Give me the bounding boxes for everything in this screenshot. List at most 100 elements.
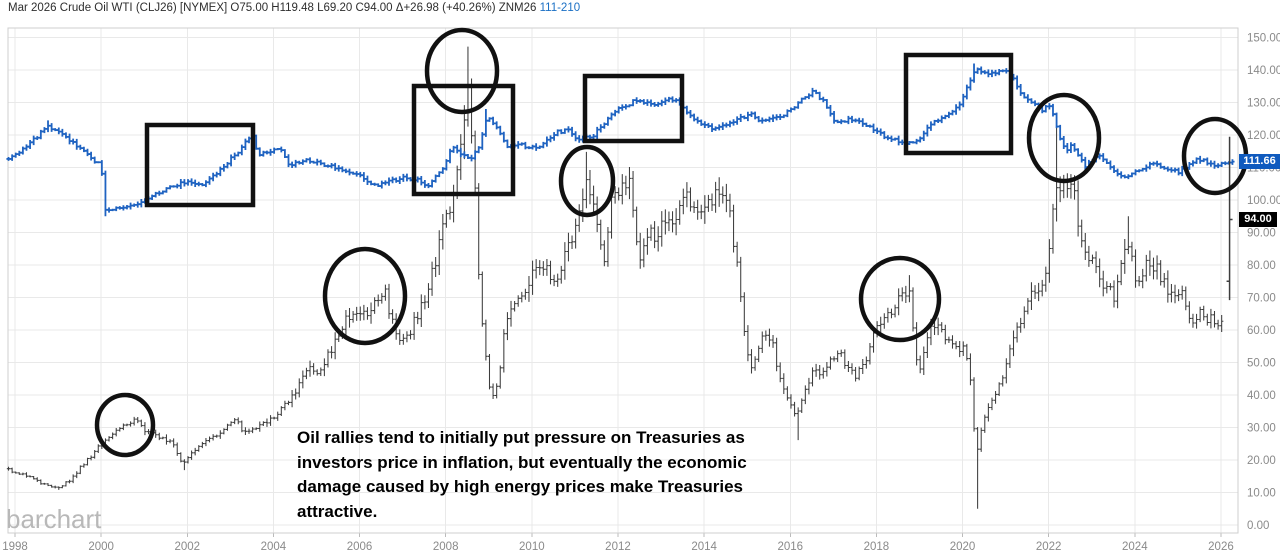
ohlc-bar [1126, 216, 1131, 255]
ohlc-bar [361, 172, 366, 182]
ohlc-bar [875, 127, 880, 134]
ohlc-bar [386, 177, 392, 186]
overlay-symbol-quote[interactable]: 111-210 [539, 2, 581, 14]
ohlc-bar [702, 121, 707, 128]
ohlc-bar [150, 194, 155, 200]
ohlc-bar [283, 400, 287, 411]
ohlc-bar [368, 180, 374, 186]
ohlc-bar [979, 66, 984, 75]
ohlc-bar [975, 426, 980, 509]
ohlc-bar [961, 93, 966, 108]
x-axis-label: 2026 [1208, 541, 1234, 553]
ohlc-bar [42, 482, 47, 485]
ohlc-bar [1054, 112, 1059, 129]
ohlc-bar [57, 486, 61, 490]
ohlc-bar [1198, 306, 1202, 323]
ohlc-bar [441, 213, 445, 250]
ohlc-bar [742, 292, 747, 336]
ohlc-bar [1026, 297, 1030, 315]
ohlc-bar [279, 406, 284, 416]
ohlc-bar [347, 168, 352, 176]
ohlc-bar [1173, 284, 1177, 304]
ohlc-bar [975, 67, 980, 74]
ohlc-bar [1015, 322, 1019, 343]
ohlc-bar [566, 126, 571, 133]
ohlc-bar [678, 200, 682, 225]
ohlc-bar [282, 149, 288, 159]
ohlc-bar [606, 226, 610, 267]
ohlc-bar [78, 144, 83, 150]
ohlc-bar [35, 136, 40, 141]
ohlc-bar [889, 135, 894, 143]
ohlc-bar [175, 442, 179, 456]
ohlc-bar [964, 84, 969, 100]
ohlc-bar [918, 355, 922, 374]
ohlc-bar [279, 146, 284, 153]
ohlc-bar [1044, 266, 1048, 292]
ohlc-bar [642, 238, 646, 268]
ohlc-bar [494, 383, 499, 399]
ohlc-bar [932, 119, 937, 126]
ohlc-bar [692, 201, 696, 213]
ohlc-bar [121, 423, 126, 431]
ohlc-bar [563, 242, 567, 280]
ohlc-bar [1115, 168, 1120, 177]
ohlc-bar [1018, 83, 1023, 96]
ohlc-bar [656, 226, 660, 252]
ohlc-bar [616, 106, 621, 114]
ohlc-bar [1119, 171, 1124, 179]
ohlc-bar [1112, 280, 1116, 308]
ohlc-bar [311, 363, 316, 375]
ohlc-bar [110, 432, 115, 440]
ohlc-bar [318, 159, 323, 166]
ohlc-bar [645, 228, 650, 255]
ohlc-bar [631, 171, 635, 218]
ohlc-bar [1032, 100, 1038, 107]
ohlc-bar [627, 104, 632, 108]
ohlc-bar [132, 416, 136, 426]
ohlc-bar [333, 162, 338, 171]
ohlc-bar [276, 411, 280, 421]
ohlc-bar [559, 129, 564, 135]
ohlc-bar [326, 349, 330, 368]
ohlc-bar [904, 285, 908, 303]
ohlc-bar [720, 122, 725, 130]
ohlc-bar [74, 138, 79, 150]
ohlc-bar [473, 130, 477, 194]
ohlc-bar [968, 77, 973, 91]
x-axis-label: 2000 [88, 541, 114, 553]
ohlc-bar [387, 283, 391, 319]
ohlc-bar [175, 183, 180, 189]
ohlc-bar [75, 471, 79, 479]
ohlc-bar [641, 99, 646, 105]
ohlc-bar [648, 99, 654, 107]
ohlc-bar [358, 171, 363, 178]
ohlc-bar [613, 109, 618, 117]
ohlc-bar [814, 363, 818, 377]
ohlc-bar [523, 288, 528, 300]
ohlc-bar [770, 114, 776, 122]
ohlc-bar [660, 211, 664, 247]
ohlc-bar [1043, 105, 1048, 113]
ohlc-bar [821, 96, 826, 103]
ohlc-bar [483, 109, 488, 137]
ohlc-bar [1040, 279, 1044, 297]
ohlc-bar [1097, 258, 1102, 288]
y-axis-label: 140.00 [1247, 65, 1280, 77]
ohlc-bar [390, 176, 395, 184]
ohlc-bar [624, 175, 628, 196]
ohlc-bar [139, 419, 144, 427]
ohlc-bar [1140, 167, 1145, 172]
ohlc-bar [939, 115, 944, 124]
ohlc-bar [1184, 286, 1188, 311]
highlight-circle [424, 27, 500, 115]
ohlc-bar [946, 111, 952, 119]
ohlc-bar [971, 63, 977, 83]
ohlc-bar [17, 150, 22, 157]
ohlc-bar [940, 322, 944, 333]
ohlc-bar [900, 139, 905, 145]
ohlc-bar [674, 208, 678, 236]
ohlc-bar [78, 465, 83, 475]
ohlc-bar [735, 241, 739, 267]
